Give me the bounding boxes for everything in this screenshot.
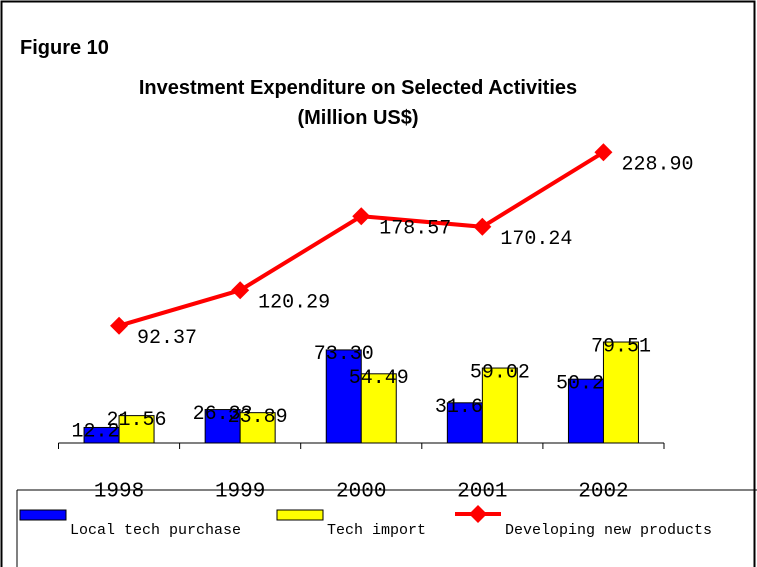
data-label: 170.24 — [500, 228, 572, 251]
data-label: 26.33 — [193, 403, 253, 426]
line-marker — [231, 281, 250, 300]
chart-title: Investment Expenditure on Selected Activ… — [139, 77, 577, 99]
data-label: 50.26 — [556, 372, 616, 395]
line-marker — [110, 316, 129, 335]
data-label: 228.90 — [621, 154, 693, 177]
bar — [602, 341, 639, 444]
data-label: 79.51 — [591, 335, 651, 358]
data-label: 92.37 — [137, 327, 197, 350]
bar — [239, 412, 276, 444]
x-tick-label: 1998 — [94, 481, 144, 504]
data-label: 120.29 — [258, 292, 330, 315]
x-tick-label: 2000 — [336, 481, 386, 504]
bar — [481, 367, 518, 444]
bar — [446, 402, 483, 444]
legend-swatch — [469, 505, 487, 523]
legend-swatch — [276, 509, 324, 521]
bar — [360, 373, 397, 444]
data-label: 12.24 — [72, 421, 132, 444]
x-tick-label: 1999 — [215, 481, 265, 504]
data-label: 73.30 — [314, 343, 374, 366]
legend-label: Developing new products — [505, 522, 712, 539]
data-label: 178.57 — [379, 217, 451, 240]
x-tick-label: 2002 — [578, 481, 628, 504]
bar — [118, 415, 155, 444]
data-label: 54.49 — [349, 367, 409, 390]
bar — [325, 349, 362, 444]
legend-label: Tech import — [327, 522, 426, 539]
figure-label: Figure 10 — [20, 37, 109, 59]
x-tick-label: 2001 — [457, 481, 507, 504]
bar — [204, 409, 241, 444]
line-marker — [594, 143, 613, 162]
data-label: 21.56 — [107, 409, 167, 432]
data-label: 59.02 — [470, 361, 530, 384]
legend-label: Local tech purchase — [70, 522, 241, 539]
line-marker — [352, 207, 371, 226]
data-label: 31.66 — [435, 396, 495, 419]
chart-subtitle: (Million US$) — [297, 107, 418, 129]
data-label: 23.89 — [228, 406, 288, 429]
line-marker — [473, 217, 492, 236]
legend-swatch — [19, 509, 67, 521]
